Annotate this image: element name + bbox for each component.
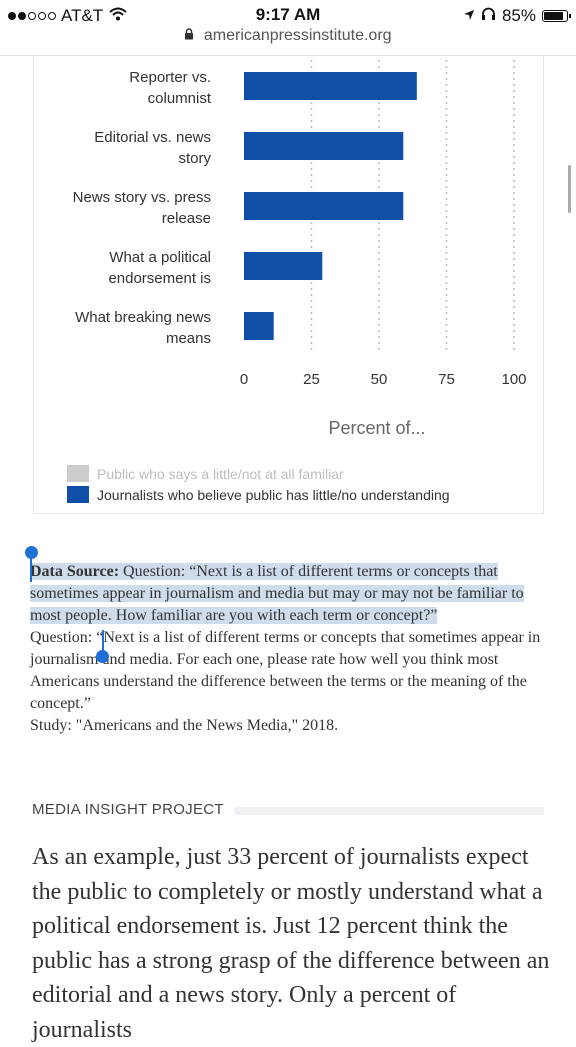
bar-journalists — [244, 132, 404, 160]
wifi-icon — [109, 6, 127, 26]
selected-text: Data Source: Question: “Next is a list o… — [30, 563, 524, 624]
bar-journalists — [244, 312, 274, 340]
category-label: Reporter vs. — [129, 69, 211, 86]
legend-swatch-public — [67, 465, 89, 482]
bar-journalists — [244, 192, 404, 220]
status-bar: AT&T 9:17 AM 85% — [0, 0, 576, 30]
category-label: Editorial vs. news — [94, 129, 211, 146]
category-label: means — [166, 330, 211, 347]
category-label: endorsement is — [108, 270, 211, 287]
category-label: story — [178, 150, 211, 167]
bar-chart: 0 25 50 75 100 Reporter vs. columnist Editorial… — [73, 60, 527, 438]
category-label: News story vs. press — [73, 189, 211, 206]
status-right: 85% — [463, 6, 571, 26]
bar-journalists — [244, 72, 417, 100]
x-tick-label: 100 — [501, 371, 526, 388]
bar-journalists — [244, 252, 323, 280]
headphones-icon — [481, 6, 496, 26]
legend-label-journalists: Journalists who believe public has littl… — [97, 486, 450, 503]
category-label: What breaking news — [75, 309, 211, 326]
legend-item-public[interactable]: Public who says a little/not at all fami… — [67, 463, 450, 484]
battery-percent: 85% — [501, 6, 536, 25]
source-question-1: Question: “Next is a list of different t… — [30, 563, 524, 624]
data-source-label: Data Source: — [30, 563, 120, 580]
x-tick-label: 0 — [240, 371, 248, 388]
category-label: columnist — [148, 90, 212, 107]
x-tick-label: 75 — [438, 371, 455, 388]
section-label: MEDIA INSIGHT PROJECT — [32, 801, 224, 818]
carrier-group: AT&T — [8, 6, 127, 26]
category-label: What a political — [109, 249, 211, 266]
location-arrow-icon — [463, 6, 475, 26]
clock: 9:17 AM — [255, 5, 321, 24]
selection-start-handle[interactable] — [25, 546, 38, 559]
url-text: americanpressinstitute.org — [203, 27, 392, 44]
source-study: Study: "Americans and the News Media," 2… — [30, 717, 339, 734]
scroll-indicator — [568, 165, 571, 213]
category-label: release — [162, 210, 211, 227]
x-tick-label: 50 — [371, 371, 388, 388]
toolbar-divider — [0, 55, 576, 56]
section-divider — [234, 807, 544, 815]
legend-item-journalists[interactable]: Journalists who believe public has littl… — [67, 484, 450, 505]
address-bar[interactable]: americanpressinstitute.org — [0, 27, 576, 53]
selection-start-caret — [30, 556, 32, 582]
legend-label-public: Public who says a little/not at all fami… — [97, 465, 344, 482]
source-question-2: Question: “Next is a list of different t… — [30, 629, 541, 712]
legend-swatch-journalists — [67, 486, 89, 503]
x-axis-label: Percent of... — [328, 418, 425, 438]
article-paragraph: As an example, just 33 percent of journa… — [32, 844, 550, 1043]
lock-icon — [184, 27, 194, 45]
x-tick-label: 25 — [303, 371, 320, 388]
selection-end-handle[interactable] — [96, 650, 109, 663]
carrier-name: AT&T — [61, 6, 104, 25]
chart-legend: Public who says a little/not at all fami… — [67, 463, 450, 505]
chart-card: 0 25 50 75 100 Reporter vs. columnist Editorial… — [33, 56, 544, 514]
selection-end-caret — [102, 630, 104, 654]
data-source-text[interactable]: Data Source: Question: “Next is a list o… — [30, 561, 546, 737]
signal-strength-icon — [8, 12, 56, 20]
battery-icon — [542, 10, 571, 22]
